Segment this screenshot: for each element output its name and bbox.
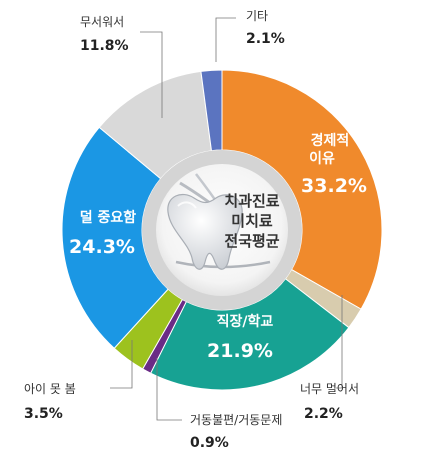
slice-name-economic-line-1: 경제적 xyxy=(311,132,350,149)
center-line-3: 전국평균 xyxy=(224,232,279,250)
leader-line-other xyxy=(215,17,236,62)
slice-value-other: 2.1% xyxy=(246,31,285,47)
donut-slice-2 xyxy=(149,278,350,391)
donut-slices xyxy=(61,69,383,391)
center-label: 치과진료 미치료 전국평균 xyxy=(224,192,279,250)
slice-value-work-school: 21.9% xyxy=(207,340,273,362)
leader-line-childcare xyxy=(110,340,133,389)
slice-label-economic: 경제적 이유 33.2% xyxy=(301,132,367,197)
slice-name-mobility: 거동불편/거동문제 xyxy=(190,413,282,427)
slice-name-work-school: 직장/학교 xyxy=(217,313,274,330)
leader-line-fear xyxy=(140,31,163,118)
slice-value-too-far: 2.2% xyxy=(304,406,343,422)
slice-value-less-important: 24.3% xyxy=(69,236,135,258)
slice-value-childcare: 3.5% xyxy=(24,406,63,422)
slice-value-fear: 11.8% xyxy=(80,38,129,54)
center-line-2: 미치료 xyxy=(231,212,273,230)
slice-name-too-far: 너무 멀어서 xyxy=(300,382,359,396)
slice-label-less-important: 덜 중요함 24.3% xyxy=(69,209,136,258)
center-line-1: 치과진료 xyxy=(224,192,279,210)
slice-name-economic-line-2: 이유 xyxy=(309,150,335,167)
slice-name-other: 기타 xyxy=(246,9,268,23)
leader-line-too-far xyxy=(336,295,343,389)
slice-value-economic: 33.2% xyxy=(301,175,367,197)
slice-name-childcare: 아이 못 봄 xyxy=(24,382,76,396)
slice-label-work-school: 직장/학교 21.9% xyxy=(207,313,273,362)
leader-line-mobility xyxy=(156,358,182,421)
slice-name-fear: 무서워서 xyxy=(80,15,124,29)
slice-value-mobility: 0.9% xyxy=(190,435,229,451)
slice-name-less-important: 덜 중요함 xyxy=(80,209,137,226)
tooth-icon xyxy=(167,173,271,270)
